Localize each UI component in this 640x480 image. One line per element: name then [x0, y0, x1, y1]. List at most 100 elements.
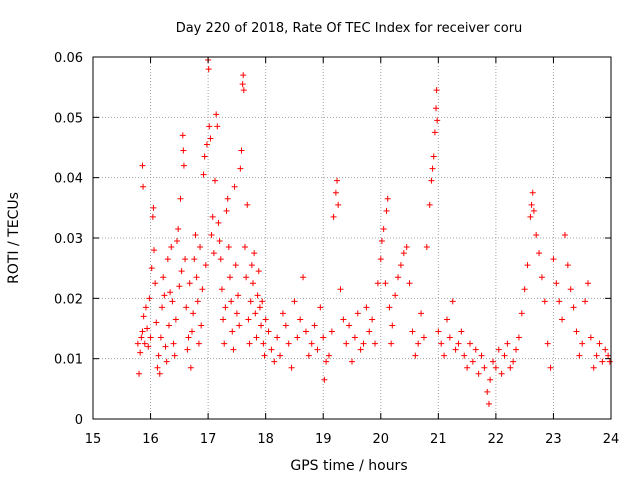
x-tick-label: 20 — [373, 432, 390, 447]
data-point — [485, 400, 492, 407]
data-point — [372, 340, 379, 347]
data-point — [317, 304, 324, 311]
data-point — [228, 298, 235, 305]
data-point — [147, 334, 154, 341]
data-point — [154, 364, 161, 371]
data-point — [164, 256, 171, 263]
data-point — [325, 352, 332, 359]
data-point — [458, 328, 465, 335]
data-point — [360, 340, 367, 347]
data-point — [193, 274, 200, 281]
data-point — [435, 328, 442, 335]
data-point — [172, 316, 179, 323]
data-point — [245, 316, 252, 323]
data-point — [146, 295, 153, 302]
data-point — [156, 370, 163, 377]
data-point — [524, 262, 531, 269]
data-point — [308, 340, 315, 347]
data-point — [300, 274, 307, 281]
data-point — [570, 304, 577, 311]
data-point — [530, 207, 537, 214]
data-point — [197, 244, 204, 251]
data-point — [320, 334, 327, 341]
data-point — [224, 195, 231, 202]
data-point — [186, 280, 193, 287]
data-point — [412, 352, 419, 359]
data-point — [140, 183, 147, 190]
data-point — [152, 280, 159, 287]
data-point — [501, 352, 508, 359]
data-point — [380, 225, 387, 232]
data-point — [406, 280, 413, 287]
data-point — [466, 340, 473, 347]
data-point — [573, 328, 580, 335]
data-point — [183, 304, 190, 311]
data-point — [377, 256, 384, 263]
data-point — [218, 286, 225, 293]
data-point — [334, 177, 341, 184]
y-tick-label: 0.05 — [54, 111, 83, 126]
data-point — [277, 352, 284, 359]
x-tick-label: 16 — [142, 432, 159, 447]
data-point — [475, 370, 482, 377]
data-point — [452, 346, 459, 353]
data-point — [423, 244, 430, 251]
data-point — [392, 292, 399, 299]
data-point — [429, 165, 436, 172]
x-tick-label: 17 — [200, 432, 217, 447]
data-point — [268, 346, 275, 353]
data-point — [351, 334, 358, 341]
data-point — [232, 262, 239, 269]
data-point — [241, 244, 248, 251]
data-point — [265, 328, 272, 335]
data-point — [590, 364, 597, 371]
data-point — [215, 219, 222, 226]
y-tick-label: 0 — [75, 413, 83, 428]
data-point — [418, 310, 425, 317]
data-point — [567, 286, 574, 293]
data-point — [185, 334, 192, 341]
axis-ticks — [92, 56, 612, 420]
data-point — [225, 244, 232, 251]
data-point — [254, 292, 261, 299]
data-point — [240, 87, 247, 94]
x-tick-label: 23 — [545, 432, 562, 447]
data-point — [148, 265, 155, 272]
data-point — [162, 343, 169, 350]
data-point — [239, 81, 246, 88]
data-point — [230, 346, 237, 353]
data-point — [332, 189, 339, 196]
data-point — [302, 328, 309, 335]
y-tick-label: 0.06 — [54, 51, 83, 66]
data-point — [149, 213, 156, 220]
data-point — [579, 340, 586, 347]
data-point — [202, 262, 209, 269]
data-point — [428, 177, 435, 184]
data-point — [481, 364, 488, 371]
data-point — [247, 298, 254, 305]
data-point — [464, 364, 471, 371]
data-point — [584, 280, 591, 287]
x-axis-label: GPS time / hours — [290, 458, 407, 474]
data-point — [374, 280, 381, 287]
data-point — [527, 213, 534, 220]
data-point — [190, 310, 197, 317]
data-point — [214, 123, 221, 130]
data-point — [596, 340, 603, 347]
data-point — [192, 231, 199, 238]
data-point — [382, 280, 389, 287]
data-point — [137, 349, 144, 356]
data-point — [388, 340, 395, 347]
data-point — [487, 376, 494, 383]
data-point — [529, 189, 536, 196]
data-point — [175, 225, 182, 232]
y-tick-label: 0.03 — [54, 232, 83, 247]
x-tick-label: 18 — [257, 432, 274, 447]
data-point — [213, 111, 220, 118]
data-point — [518, 310, 525, 317]
data-point — [151, 247, 158, 254]
data-point — [510, 358, 517, 365]
data-point — [231, 183, 238, 190]
data-point — [165, 322, 172, 329]
data-point — [335, 201, 342, 208]
